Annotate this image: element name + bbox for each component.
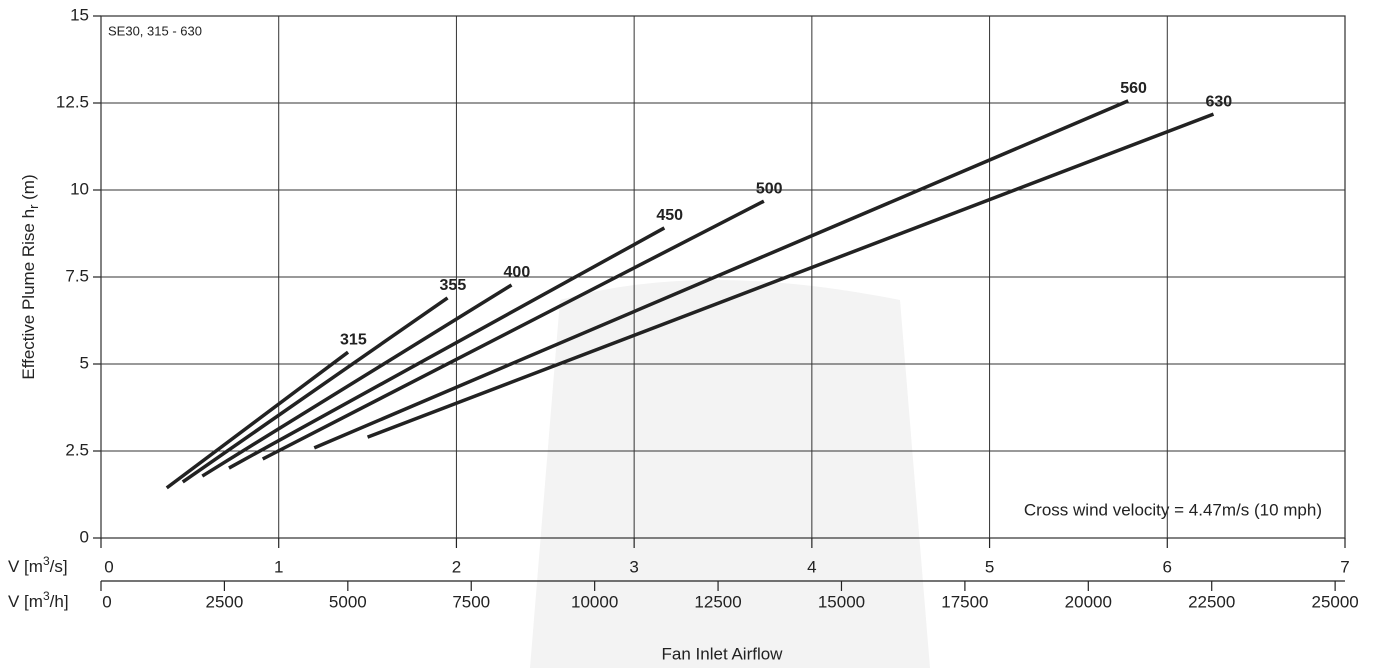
- x2-tick-label: 2500: [205, 592, 243, 611]
- y-tick-label: 2.5: [65, 440, 89, 459]
- series-label: 630: [1205, 93, 1232, 110]
- x-axis-title: V [m3/s]: [8, 554, 68, 576]
- series-line: [181, 296, 449, 484]
- series-line: [201, 283, 513, 478]
- x2-tick-label: 10000: [571, 592, 618, 611]
- series-line: [261, 199, 765, 461]
- x-tick-label: 2: [452, 557, 461, 576]
- x2-tick-label: 25000: [1311, 592, 1358, 611]
- note: Cross wind velocity = 4.47m/s (10 mph): [1024, 500, 1322, 519]
- series-line: [165, 350, 350, 490]
- x2-tick-label: 20000: [1065, 592, 1112, 611]
- y-tick-label: 7.5: [65, 266, 89, 285]
- series-label: 450: [656, 207, 683, 224]
- x2-tick-label: 17500: [941, 592, 988, 611]
- y-axis-title: Effective Plume Rise hr (m): [19, 174, 41, 379]
- series-label: 315: [340, 331, 367, 348]
- x2-tick-label: 5000: [329, 592, 367, 611]
- x-tick-label: 6: [1163, 557, 1172, 576]
- x2-tick-label: 22500: [1188, 592, 1235, 611]
- y-tick-label: 0: [80, 527, 89, 546]
- x2-tick-label: 12500: [694, 592, 741, 611]
- series-label: 400: [504, 264, 531, 281]
- x2-tick-label: 7500: [452, 592, 490, 611]
- x-tick-label: 1: [274, 557, 283, 576]
- series-label: 500: [756, 180, 783, 197]
- series-label: 560: [1120, 80, 1147, 97]
- background-shape: [530, 280, 930, 668]
- x2-tick-label: 15000: [818, 592, 865, 611]
- y-tick-label: 12.5: [56, 92, 89, 111]
- series-line: [228, 226, 666, 470]
- x2-tick-label: 0: [102, 592, 111, 611]
- y-tick-label: 5: [80, 353, 89, 372]
- annotation: SE30, 315 - 630: [108, 23, 202, 38]
- series-line: [366, 112, 1215, 439]
- y-tick-label: 10: [70, 179, 89, 198]
- x-tick-label: 0: [104, 557, 113, 576]
- x-tick-label: 5: [985, 557, 994, 576]
- x-tick-label: 4: [807, 557, 816, 576]
- x2-axis-title: V [m3/h]: [8, 589, 69, 611]
- x-tick-label: 7: [1340, 557, 1349, 576]
- x-tick-label: 3: [629, 557, 638, 576]
- x2-title: Fan Inlet Airflow: [662, 644, 784, 663]
- y-tick-label: 15: [70, 5, 89, 24]
- series-label: 355: [440, 277, 467, 294]
- series-line: [313, 99, 1129, 450]
